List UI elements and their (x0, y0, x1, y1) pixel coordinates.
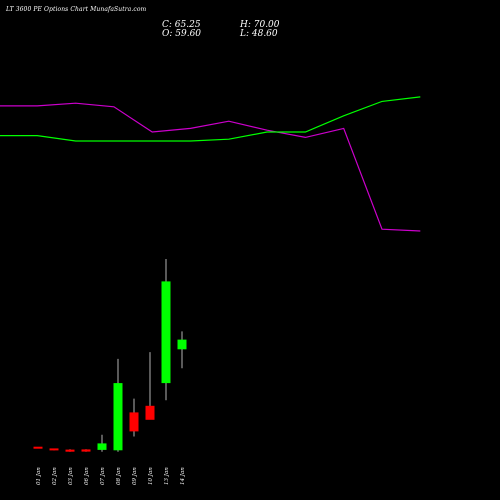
x-tick-label: 02 Jan (52, 467, 58, 485)
high-value: H: 70.00 (240, 20, 280, 30)
low-value: L: 48.60 (240, 29, 278, 39)
candle-body (65, 449, 75, 452)
candle-body (161, 281, 171, 384)
x-tick-label: 14 Jan (180, 467, 186, 485)
x-tick-label: 01 Jan (36, 467, 42, 485)
green-line-series (0, 96, 421, 142)
x-tick-label: 08 Jan (116, 467, 122, 485)
open-value: O: 59.60 (162, 29, 202, 39)
chart-title: LT 3600 PE Options Chart MunafaSutra.com (6, 6, 147, 13)
close-value: C: 65.25 (162, 20, 201, 30)
x-tick-label: 03 Jan (68, 467, 74, 485)
candle-body (33, 446, 43, 449)
x-axis-tick-labels: 01 Jan 02 Jan 03 Jan 06 Jan 07 Jan 08 Jan 09 J… (36, 467, 186, 485)
candle-body (97, 443, 107, 450)
candle-body (129, 412, 139, 432)
x-tick-label: 06 Jan (84, 467, 90, 485)
x-tick-label: 09 Jan (132, 467, 138, 485)
candle-body (81, 449, 91, 452)
candle-body (113, 383, 123, 451)
line-series-group (0, 96, 421, 232)
candle-body (145, 405, 155, 420)
x-tick-label: 13 Jan (164, 467, 170, 485)
x-tick-label: 07 Jan (100, 467, 106, 485)
x-tick-label: 10 Jan (148, 467, 154, 485)
candle-body (49, 448, 59, 451)
candle-body (177, 339, 187, 350)
candlestick-series-group (33, 259, 187, 452)
magenta-line-series (0, 102, 421, 232)
